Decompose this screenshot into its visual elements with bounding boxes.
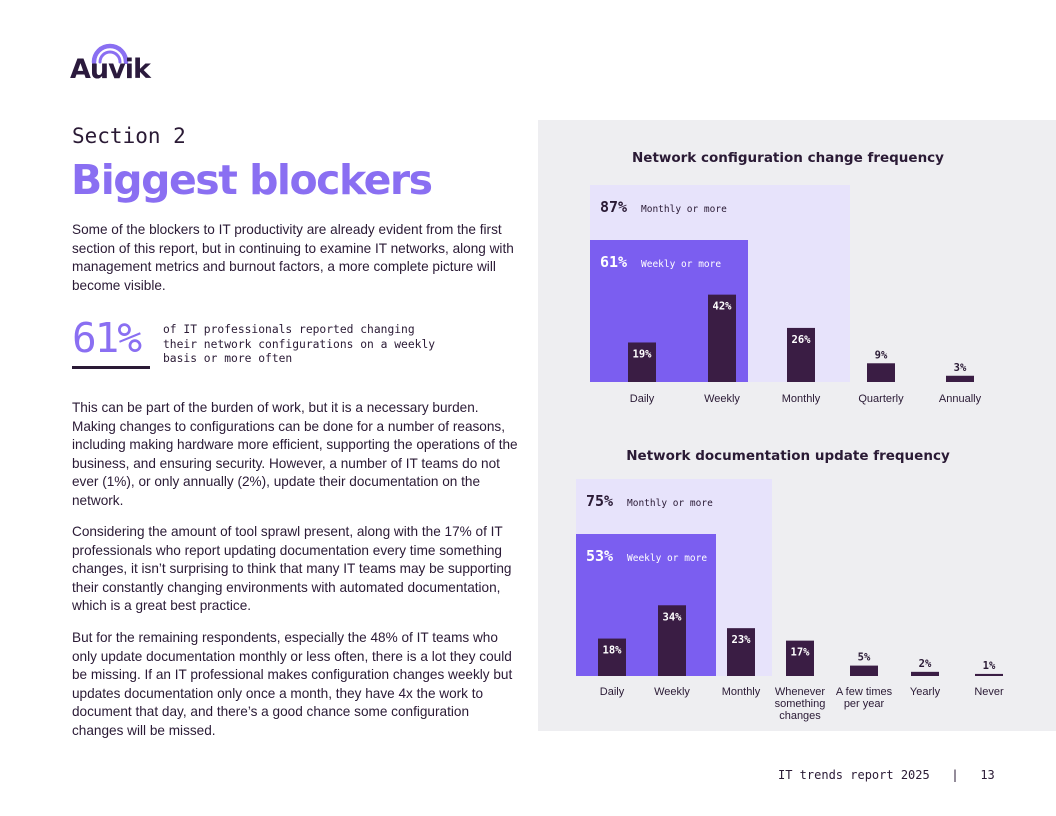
bar-value-label: 1% — [983, 660, 996, 672]
stat-description: of IT professionals reported changing th… — [163, 323, 436, 366]
category-label: Never — [974, 686, 1004, 698]
category-label: Weekly — [704, 393, 740, 405]
bar-value-label: 5% — [858, 652, 871, 664]
logo-wordmark: Auvik — [70, 54, 151, 85]
category-label: Monthly — [722, 686, 761, 698]
category-label-line: Never — [974, 686, 1004, 698]
category-label-line: Annually — [939, 393, 982, 405]
bar — [708, 294, 736, 382]
bar-value-label: 34% — [663, 611, 683, 623]
bar-value-label: 19% — [633, 348, 653, 360]
bar-value-label: 17% — [791, 647, 811, 659]
bar — [727, 628, 755, 676]
section-label: Section 2 — [72, 124, 186, 148]
category-label: Daily — [630, 393, 655, 405]
bar-value-label: 2% — [919, 658, 932, 670]
body-paragraph-4: But for the remaining respondents, espec… — [72, 630, 513, 738]
band-label: Weekly or more — [641, 259, 721, 270]
auvik-logo: Auvik — [70, 40, 160, 86]
category-label-line: Yearly — [910, 686, 941, 698]
category-label-line: Monthly — [722, 686, 761, 698]
category-label-line: changes — [779, 710, 821, 722]
category-label: Quarterly — [858, 393, 904, 405]
bar — [911, 671, 939, 676]
charts-svg: Network configuration change frequency 87… — [576, 150, 1004, 722]
category-label-line: Monthly — [782, 393, 821, 405]
bar — [628, 342, 656, 382]
page-title: Biggest blockers — [71, 156, 433, 204]
bar — [975, 673, 1003, 676]
bar — [946, 375, 974, 382]
category-label-line: something — [775, 698, 826, 710]
bar — [598, 638, 626, 676]
band-value: 53% — [586, 547, 613, 565]
footer-report-name: IT trends report 2025 — [778, 768, 930, 782]
bar-value-label: 42% — [713, 301, 733, 313]
category-label-line: Whenever — [775, 686, 825, 698]
category-label: Annually — [939, 393, 982, 405]
category-label: Yearly — [910, 686, 941, 698]
stat-underline — [72, 366, 150, 369]
category-label: A few times per year — [836, 686, 893, 710]
category-label: Whenever something changes — [775, 686, 826, 722]
bar-value-label: 9% — [875, 349, 888, 361]
category-label-line: Weekly — [704, 393, 740, 405]
category-label-line: Weekly — [654, 686, 690, 698]
category-label-line: Daily — [600, 686, 625, 698]
intro-paragraph: Some of the blockers to IT productivity … — [72, 222, 514, 293]
bar-value-label: 26% — [792, 334, 812, 346]
footer-separator: | — [951, 768, 959, 782]
chart-panel: Network configuration change frequency 87… — [538, 120, 1056, 731]
category-label: Monthly — [782, 393, 821, 405]
category-label-line: Quarterly — [858, 393, 904, 405]
category-label-line: per year — [844, 698, 885, 710]
bar-value-label: 18% — [603, 645, 623, 657]
category-label: Weekly — [654, 686, 690, 698]
page-number: 13 — [980, 768, 995, 782]
bar — [786, 640, 814, 676]
band-value: 75% — [586, 492, 613, 510]
logo-arc-icon — [91, 43, 129, 64]
category-label: Daily — [600, 686, 625, 698]
body-paragraph-2: This can be part of the burden of work, … — [72, 400, 518, 508]
bar-value-label: 3% — [954, 362, 967, 374]
category-label-line: A few times — [836, 686, 893, 698]
bar — [658, 605, 686, 676]
band-value: 61% — [600, 253, 627, 271]
bar — [787, 327, 815, 382]
category-label-line: Daily — [630, 393, 655, 405]
stat-value: 61% — [72, 314, 142, 362]
page-footer: IT trends report 2025 | 13 — [778, 768, 995, 782]
bar-value-label: 23% — [732, 634, 752, 646]
band-value: 87% — [600, 198, 627, 216]
band-label: Monthly or more — [627, 498, 713, 509]
body-paragraph-3: Considering the amount of tool sprawl pr… — [72, 524, 512, 614]
band-label: Monthly or more — [641, 204, 727, 215]
chart-title: Network documentation update frequency — [626, 448, 950, 464]
chart-title: Network configuration change frequency — [632, 150, 944, 166]
band-label: Weekly or more — [627, 553, 707, 564]
bar — [867, 363, 895, 382]
bar — [850, 665, 878, 676]
